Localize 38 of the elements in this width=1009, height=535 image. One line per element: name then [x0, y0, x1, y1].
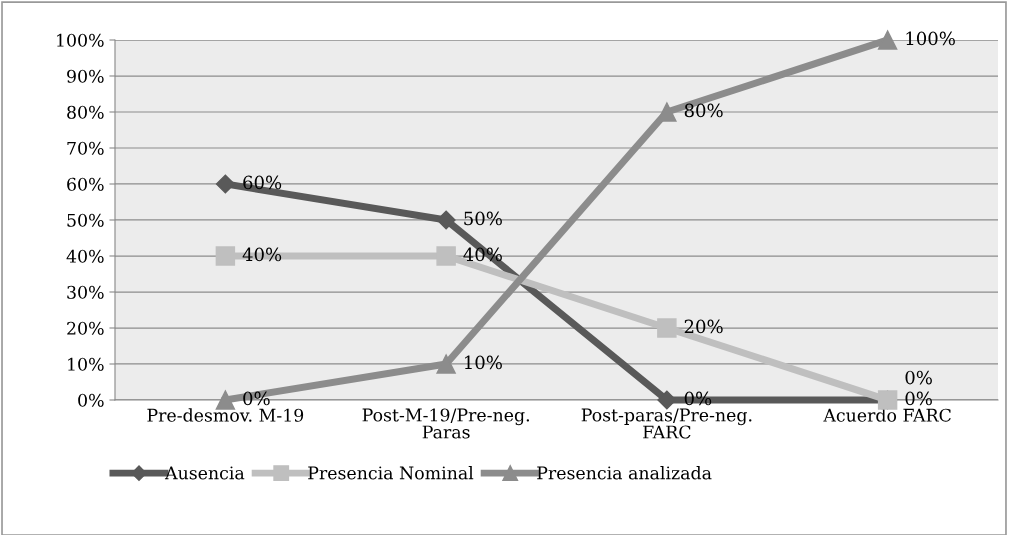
y-tick-label: 70% — [67, 141, 104, 155]
x-tick-label: Post-paras/Pre-neg. FARC — [581, 408, 752, 439]
point — [657, 102, 677, 122]
point — [877, 30, 898, 50]
data-label: 10% — [464, 355, 502, 370]
x-tick-label: Pre-desmov. M-19 — [147, 408, 304, 422]
point — [436, 354, 456, 374]
point — [215, 246, 236, 266]
point — [215, 174, 235, 194]
data-label: 20% — [684, 319, 723, 334]
y-tick-label: 90% — [67, 69, 104, 83]
y-tick-label: 50% — [67, 213, 104, 227]
legend-label: Presencia Nominal — [308, 466, 474, 480]
data-label: 80% — [684, 103, 723, 118]
data-label: 40% — [242, 247, 282, 262]
legend-label: Ausencia — [164, 466, 245, 480]
y-tick-label: 40% — [66, 249, 104, 263]
data-label: 0% — [243, 391, 270, 406]
data-label: 0% — [905, 391, 932, 406]
point — [436, 210, 456, 230]
data-label: 100% — [906, 31, 955, 46]
x-tick-label: Acuerdo FARC — [823, 408, 951, 422]
point — [657, 318, 677, 338]
y-tick-label: 100% — [57, 33, 104, 47]
y-tick-label: 80% — [67, 105, 104, 119]
data-label: 0% — [905, 370, 932, 385]
point — [436, 246, 456, 266]
data-label: 60% — [243, 175, 282, 190]
y-tick-label: 20% — [67, 321, 104, 335]
point — [215, 390, 236, 410]
data-label: 50% — [464, 211, 502, 226]
x-tick-label: Post-M-19/Pre-neg. Paras — [362, 408, 529, 439]
y-tick-label: 30% — [67, 285, 104, 299]
y-tick-label: 0% — [78, 393, 104, 407]
y-tick-label: 60% — [67, 177, 104, 191]
y-tick-label: 10% — [68, 357, 104, 371]
legend-label: Presencia analizada — [537, 466, 712, 480]
point — [657, 390, 677, 410]
